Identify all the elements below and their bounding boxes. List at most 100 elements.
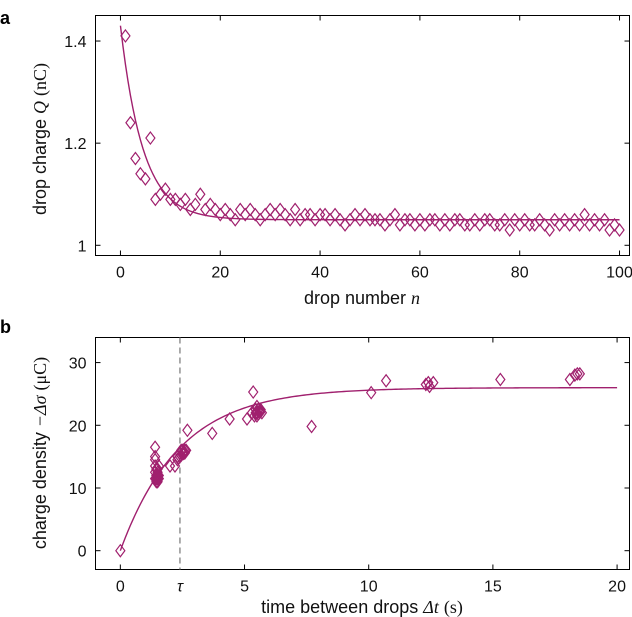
y-tick-label: 1	[78, 238, 87, 255]
data-point	[180, 192, 191, 207]
data-point	[334, 212, 346, 227]
data-point	[120, 28, 131, 43]
data-point	[135, 166, 146, 181]
data-point	[609, 217, 620, 232]
data-point	[474, 217, 486, 232]
panel-a: a 0 20 40 60 80 100 1 1.2 1.4 drop number n drop…	[0, 8, 632, 308]
x-tick-label: 0	[116, 265, 125, 282]
y-tick-label: 10	[69, 481, 87, 498]
data-point	[289, 202, 301, 217]
data-point	[574, 217, 585, 232]
data-point	[244, 202, 256, 217]
x-tick-label: 20	[211, 265, 229, 282]
x-tick-label: 5	[240, 579, 249, 596]
panel-b-label: b	[0, 317, 11, 337]
data-point	[414, 212, 426, 227]
data-point	[380, 373, 392, 388]
y-axis-label-b: charge density −Δσ (μC)	[30, 357, 51, 549]
data-point	[394, 217, 406, 232]
data-point	[359, 207, 371, 222]
data-point	[365, 385, 377, 400]
data-point	[153, 468, 165, 483]
data-point	[145, 131, 156, 146]
data-point	[224, 412, 235, 427]
data-point	[329, 207, 341, 222]
data-point	[274, 202, 286, 217]
data-point	[489, 217, 501, 232]
data-point	[469, 212, 481, 227]
data-point	[519, 212, 530, 227]
data-point	[584, 217, 595, 232]
data-point	[264, 202, 276, 217]
data-point	[200, 202, 211, 217]
data-point	[439, 212, 451, 227]
plot-frame-b	[95, 337, 630, 570]
data-point	[404, 212, 416, 227]
fit-curve-b	[119, 387, 618, 551]
data-point	[579, 207, 590, 222]
data-point	[569, 368, 581, 383]
data-point	[599, 212, 610, 227]
data-point	[374, 212, 386, 227]
data-point	[130, 151, 141, 166]
y-tick-label: 1.2	[64, 136, 86, 153]
data-point	[195, 187, 206, 202]
data-point	[544, 222, 555, 237]
data-point	[349, 207, 361, 222]
data-point	[206, 426, 218, 441]
data-point	[234, 202, 246, 217]
data-point	[444, 217, 456, 232]
points-a	[120, 28, 625, 237]
data-point	[149, 449, 161, 464]
data-point	[484, 212, 496, 227]
data-point	[205, 197, 216, 212]
data-point	[182, 423, 193, 438]
tau-line: τ	[177, 337, 184, 596]
tau-tick-label: τ	[177, 579, 184, 596]
points-b	[115, 366, 586, 558]
data-point	[369, 212, 381, 227]
data-point	[339, 217, 351, 232]
data-point	[164, 459, 176, 474]
data-point	[424, 379, 435, 394]
data-point	[165, 192, 176, 207]
data-point	[379, 217, 391, 232]
data-point	[559, 212, 570, 227]
x-tick-label: 60	[411, 265, 429, 282]
panel-b: b 0 5 10 15 20 0 10 20 30 τ time between drops Δ…	[0, 317, 630, 617]
y-axis-label-a: drop charge Q (nC)	[30, 63, 51, 215]
data-point	[256, 405, 268, 420]
data-point	[454, 212, 466, 227]
data-point	[614, 222, 625, 237]
data-point	[509, 212, 520, 227]
data-point	[153, 459, 165, 474]
data-point	[574, 366, 586, 381]
data-point	[499, 212, 510, 227]
panel-a-label: a	[0, 8, 11, 28]
data-point	[389, 207, 401, 222]
data-point	[255, 402, 266, 417]
data-point	[423, 375, 434, 390]
data-point	[299, 207, 311, 222]
data-point	[504, 222, 515, 237]
data-point	[155, 187, 166, 202]
data-point	[564, 217, 575, 232]
data-point	[364, 212, 376, 227]
data-point	[229, 212, 241, 227]
y-tick-label: 1.4	[64, 34, 86, 51]
y-tick-label: 0	[78, 544, 87, 561]
data-point	[215, 207, 226, 222]
data-point	[524, 217, 535, 232]
ticks-b: 0 5 10 15 20 0 10 20 30	[69, 337, 630, 596]
data-point	[224, 207, 236, 222]
data-point	[284, 212, 296, 227]
x-tick-label: 100	[606, 265, 632, 282]
data-point	[152, 468, 163, 483]
data-point	[150, 192, 161, 207]
data-point	[434, 217, 446, 232]
ticks-a: 0 20 40 60 80 100 1 1.2 1.4	[64, 15, 632, 282]
fit-curve	[119, 25, 620, 221]
y-tick-label: 20	[69, 418, 87, 435]
data-point	[479, 212, 491, 227]
x-axis-label-b: time between drops Δt (s)	[261, 597, 463, 617]
